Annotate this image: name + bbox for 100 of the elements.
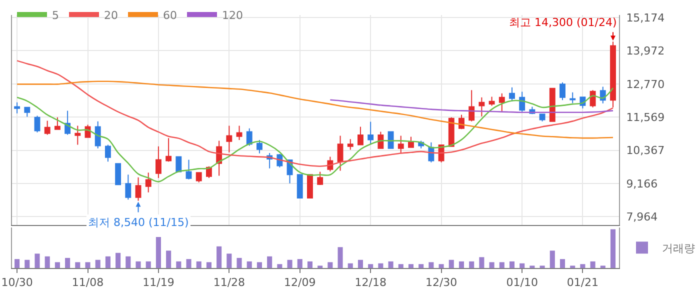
x-tick-label: 11/19: [142, 276, 174, 289]
candlestick: [488, 96, 495, 106]
x-tick-label: 12/30: [425, 276, 458, 289]
bar: [186, 259, 192, 268]
y-tick-label: 11,569: [626, 110, 665, 124]
line-series: [330, 99, 614, 114]
bar: [24, 260, 30, 268]
bar: [54, 262, 60, 268]
bar: [348, 263, 353, 268]
candlestick: [14, 102, 20, 114]
candlestick: [570, 92, 576, 104]
candlestick: [296, 174, 303, 199]
candlestick: [166, 138, 172, 162]
bar: [479, 257, 484, 268]
bar: [146, 261, 151, 268]
candlestick: [196, 172, 202, 183]
candlestick: [307, 174, 313, 199]
x-tick-label: 11/28: [213, 276, 246, 289]
bar: [95, 260, 100, 268]
bar: [116, 252, 121, 268]
bar: [206, 262, 212, 268]
candlestick: [519, 91, 526, 112]
candlestick: [256, 140, 262, 154]
bar: [610, 229, 616, 268]
bar: [520, 263, 525, 268]
y-tick-label: 13,972: [626, 44, 665, 58]
y-tick-label: 10,367: [626, 144, 665, 158]
legend-label: 120: [222, 8, 243, 22]
bar: [458, 261, 464, 268]
x-tick-label: 10/30: [1, 276, 33, 289]
candlestick: [317, 171, 324, 186]
candlestick: [186, 159, 192, 180]
candlestick: [236, 125, 242, 141]
candlestick: [468, 90, 475, 122]
candlestick: [24, 106, 30, 118]
candlestick: [549, 88, 556, 122]
bar: [226, 254, 232, 268]
annotation: 최저 8,540 (11/15): [88, 216, 189, 229]
bar: [236, 258, 242, 268]
line-series: [16, 60, 614, 167]
bar: [216, 246, 222, 268]
bar: [489, 262, 494, 268]
bar: [408, 264, 414, 268]
bar: [368, 264, 374, 268]
bar: [307, 261, 312, 268]
candlestick: [155, 146, 162, 179]
bar: [580, 264, 586, 268]
candlestick: [498, 92, 505, 112]
candlestick: [54, 116, 60, 130]
bar: [418, 264, 424, 268]
bar: [85, 262, 90, 268]
candlestick: [408, 136, 414, 148]
legend-label: 거래량: [662, 242, 695, 255]
bar: [75, 262, 80, 268]
bar: [256, 262, 262, 268]
candlestick: [94, 120, 101, 149]
candlestick: [368, 121, 374, 145]
legend-label: 60: [163, 8, 177, 22]
line-series: [16, 87, 614, 182]
candlestick: [125, 174, 132, 200]
x-tick-label: 01/10: [506, 276, 538, 289]
bar: [166, 250, 172, 268]
bar: [550, 250, 555, 268]
y-tick-label: 9,166: [626, 177, 658, 190]
bar: [176, 261, 182, 268]
bar: [428, 262, 434, 268]
bar: [297, 259, 302, 268]
candlestick: [478, 96, 485, 117]
bar: [126, 256, 131, 268]
bar: [246, 261, 252, 268]
candlestick: [246, 128, 252, 146]
bar: [196, 261, 202, 268]
bar: [328, 262, 333, 268]
candlestick: [398, 135, 404, 154]
bar: [499, 262, 504, 268]
x-tick-label: 11/08: [72, 276, 104, 289]
bar: [44, 256, 50, 268]
bar: [560, 259, 566, 268]
candlestick: [337, 135, 344, 172]
candlestick: [358, 126, 364, 146]
bar: [388, 261, 394, 268]
bar: [277, 264, 282, 268]
annotation: 최고 14,300 (01/24): [509, 16, 617, 29]
candlestick: [115, 163, 122, 186]
candlestick: [388, 131, 394, 149]
candlestick: [44, 120, 50, 136]
bar: [65, 258, 70, 268]
line-series: [16, 80, 614, 139]
bar: [136, 261, 141, 268]
bar: [438, 264, 444, 268]
candlestick: [74, 125, 81, 146]
bar: [34, 254, 40, 268]
legend-label: 5: [52, 8, 59, 22]
x-tick-label: 12/09: [284, 276, 316, 289]
candlestick: [448, 116, 454, 147]
bar: [398, 264, 404, 268]
bar: [267, 256, 272, 268]
legend-label: 20: [104, 8, 118, 22]
bar: [509, 261, 515, 268]
bar: [105, 256, 110, 268]
